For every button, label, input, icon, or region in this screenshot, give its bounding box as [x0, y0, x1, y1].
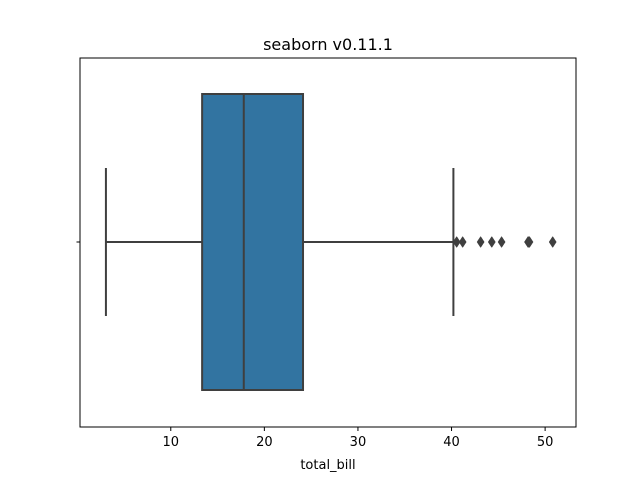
outlier-point [458, 236, 467, 248]
chart-title: seaborn v0.11.1 [263, 35, 393, 54]
outlier-point [487, 236, 496, 248]
x-tick-label: 20 [256, 435, 273, 450]
x-tick-label: 30 [350, 435, 367, 450]
outlier-point [476, 236, 485, 248]
outlier-point [548, 236, 557, 248]
x-tick-label: 40 [443, 435, 460, 450]
x-axis-label: total_bill [300, 458, 355, 473]
iqr-box [201, 93, 305, 391]
outlier-point [525, 236, 534, 248]
plot-area [104, 93, 557, 391]
outlier-point [497, 236, 506, 248]
x-tick-label: 50 [537, 435, 554, 450]
x-tick-label: 10 [163, 435, 180, 450]
x-axis: 10 20 30 40 50 [163, 427, 554, 450]
outlier-point [452, 236, 461, 248]
